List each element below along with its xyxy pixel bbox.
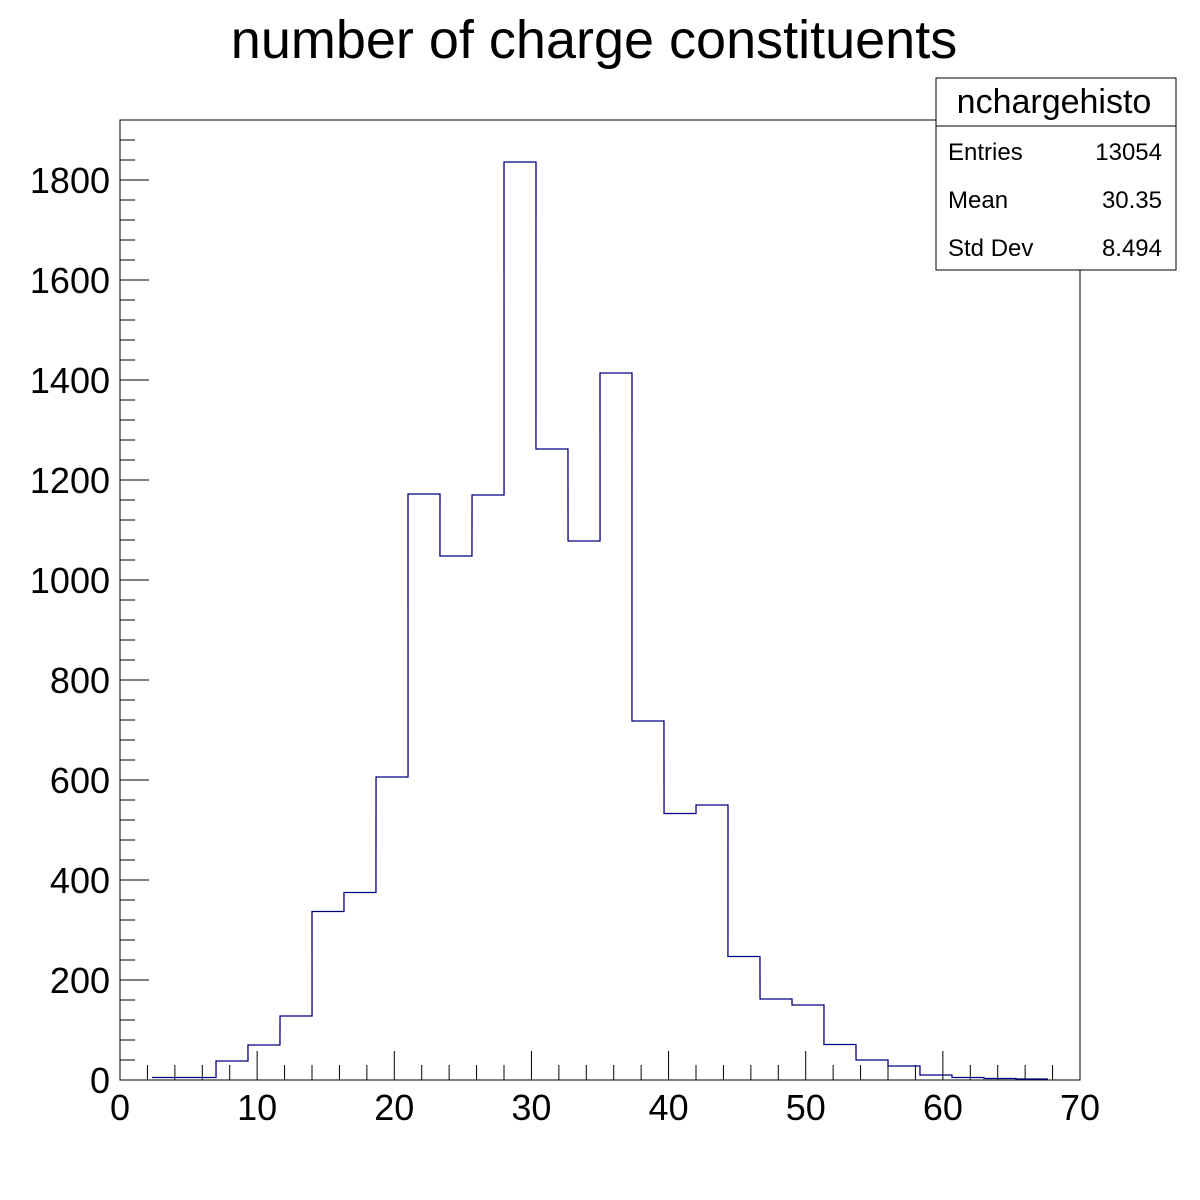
x-tick-label: 10 (237, 1087, 277, 1128)
y-tick-label: 1800 (30, 160, 110, 201)
x-tick-label: 40 (649, 1087, 689, 1128)
histogram-series (151, 161, 1048, 1080)
y-tick-label: 800 (50, 660, 110, 701)
stats-stddev-value: 8.494 (1102, 235, 1162, 262)
x-tick-label: 50 (786, 1087, 826, 1128)
x-tick-label: 30 (511, 1087, 551, 1128)
y-tick-label: 1200 (30, 460, 110, 501)
y-tick-label: 1400 (30, 360, 110, 401)
y-tick-label: 1000 (30, 560, 110, 601)
stats-box: nchargehisto Entries 13054 Mean 30.35 St… (935, 77, 1177, 271)
stats-entries-value: 13054 (1095, 139, 1162, 166)
y-tick-label: 0 (90, 1060, 110, 1101)
stats-mean-label: Mean (948, 187, 1008, 214)
axes: 0 10 20 30 40 50 60 70 0 200 400 600 800 1000 1200 1400… (30, 119, 1100, 1128)
x-tick-label: 20 (374, 1087, 414, 1128)
y-tick-label: 400 (50, 860, 110, 901)
y-tick-label: 1600 (30, 260, 110, 301)
stats-stddev-label: Std Dev (948, 235, 1033, 262)
y-tick-label: 200 (50, 960, 110, 1001)
stats-title: nchargehisto (957, 83, 1152, 121)
x-tick-label: 60 (923, 1087, 963, 1128)
stats-mean-value: 30.35 (1102, 187, 1162, 214)
x-tick-label: 70 (1060, 1087, 1100, 1128)
chart-title: number of charge constituents (231, 10, 957, 70)
x-tick-label: 0 (110, 1087, 130, 1128)
y-tick-label: 600 (50, 760, 110, 801)
stats-entries-label: Entries (948, 139, 1023, 166)
